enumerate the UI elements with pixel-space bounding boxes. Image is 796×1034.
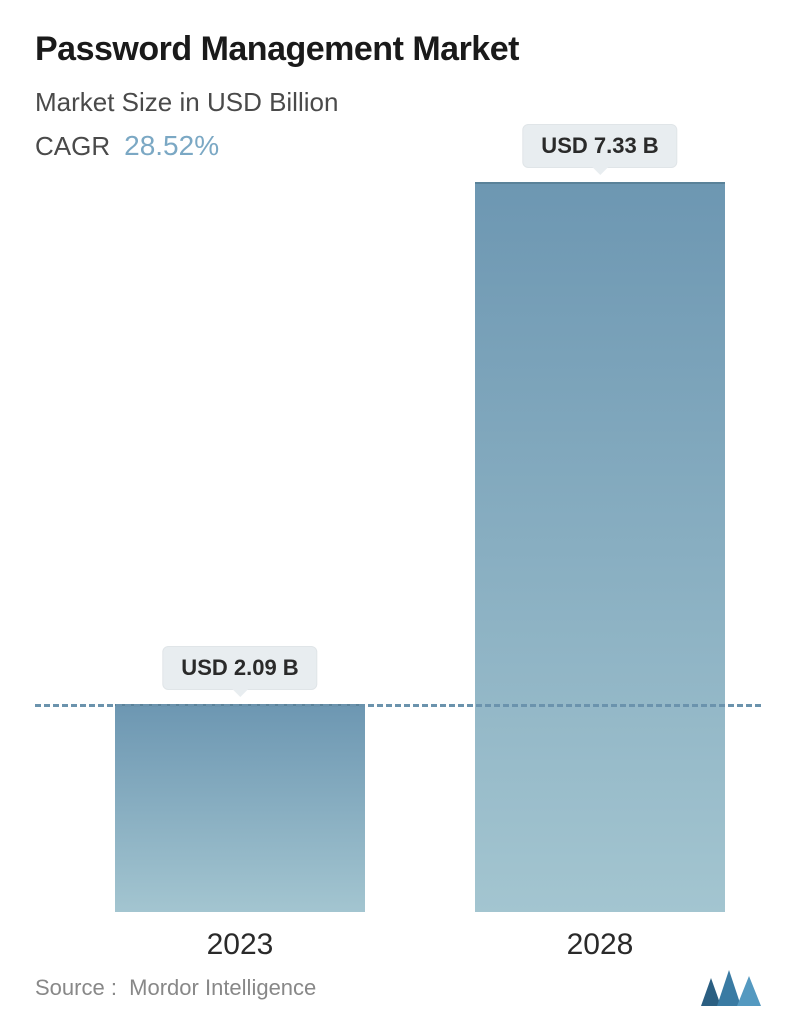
x-label-2023: 2023 (207, 928, 274, 962)
bar-2023 (115, 704, 365, 912)
x-label-2028: 2028 (567, 928, 634, 962)
source-prefix: Source : (35, 975, 117, 1000)
footer: Source : Mordor Intelligence (35, 970, 761, 1006)
cagr-label: CAGR (35, 131, 110, 162)
bar-label-2023: USD 2.09 B (162, 646, 317, 690)
chart-title: Password Management Market (35, 30, 761, 69)
chart-area: USD 2.09 B2023USD 7.33 B2028 (35, 182, 761, 912)
chart-container: Password Management Market Market Size i… (0, 0, 796, 1034)
source-text: Source : Mordor Intelligence (35, 975, 316, 1001)
reference-line (35, 704, 761, 707)
bar-label-2028: USD 7.33 B (522, 124, 677, 168)
bar-2028 (475, 182, 725, 912)
cagr-value: 28.52% (124, 130, 219, 162)
chart-subtitle: Market Size in USD Billion (35, 87, 761, 118)
source-name: Mordor Intelligence (129, 975, 316, 1000)
logo-icon (701, 970, 761, 1006)
brand-logo (701, 970, 761, 1006)
